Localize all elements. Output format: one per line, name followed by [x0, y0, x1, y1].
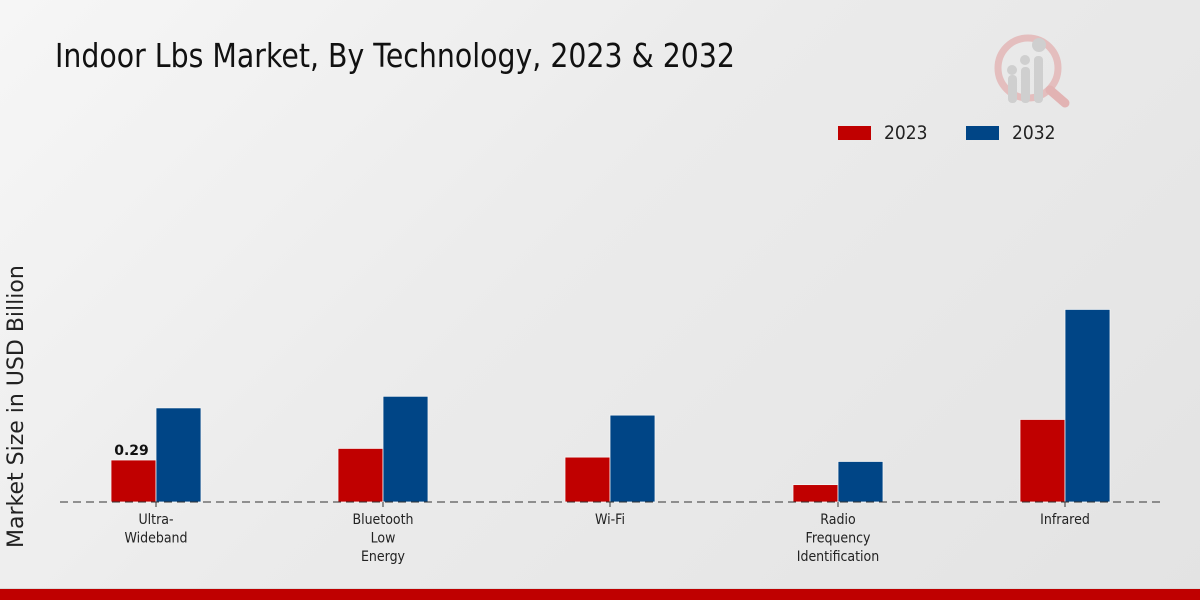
legend-label-2023: 2023 — [884, 122, 928, 144]
bar-2032-0 — [155, 407, 202, 503]
bar-2023-4 — [1019, 419, 1066, 503]
bar-2023-3 — [792, 484, 839, 503]
chart-title: Indoor Lbs Market, By Technology, 2023 &… — [55, 36, 735, 75]
bar-2032-3 — [837, 461, 884, 503]
x-tick-label: Infrared — [1040, 512, 1090, 528]
legend-swatch-2032 — [966, 126, 1000, 140]
x-tick-label: Radio Frequency Identification — [797, 512, 879, 565]
legend-label-2032: 2032 — [1012, 122, 1056, 144]
bar-2023-1 — [337, 448, 384, 503]
bar-2032-4 — [1064, 309, 1111, 503]
bar-2023-2 — [564, 456, 611, 503]
legend-item-2023[interactable]: 2023 — [838, 122, 932, 144]
footer-bar — [0, 588, 1200, 600]
bar-2032-2 — [609, 414, 656, 503]
legend-swatch-2023 — [838, 126, 871, 140]
bar-2032-1 — [382, 395, 429, 503]
legend: 2023 2032 — [838, 122, 1095, 144]
market-research-logo-icon — [994, 34, 1070, 108]
legend-item-2032[interactable]: 2032 — [966, 122, 1060, 144]
x-tick-label: Ultra-Wideband — [124, 512, 187, 546]
x-tick-label: Bluetooth Low Energy — [352, 512, 413, 565]
x-tick-label: Wi-Fi — [595, 512, 625, 528]
bar-2023-0 — [110, 459, 157, 503]
data-label: 0.29 — [114, 443, 149, 459]
